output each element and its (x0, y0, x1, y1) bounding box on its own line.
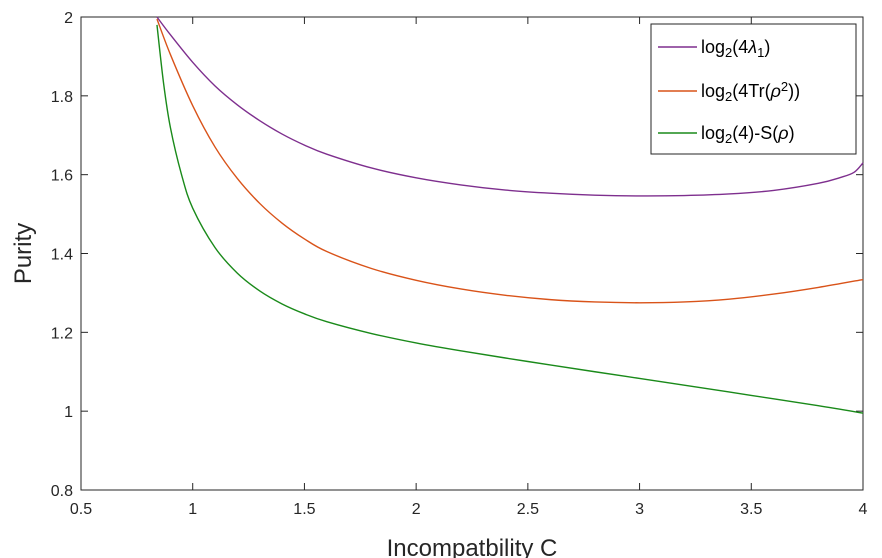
y-tick-label: 1 (64, 404, 73, 421)
legend-label-2: log2(4Tr(ρ2)) (701, 79, 800, 104)
x-tick-label: 3.5 (740, 501, 762, 518)
x-tick-label: 4 (859, 501, 868, 518)
legend: log2(4λ1) log2(4Tr(ρ2)) log2(4)-S(ρ) (650, 23, 857, 155)
y-axis-ticks: 0.8 1 1.2 1.4 1.6 1.8 2 (51, 10, 863, 500)
y-tick-label: 1.2 (51, 325, 73, 342)
x-axis-label: Incompatbility C (387, 535, 558, 558)
y-tick-label: 2 (64, 10, 73, 27)
series-line-1 (156, 16, 864, 197)
x-tick-label: 2 (412, 501, 421, 518)
x-tick-label: 0.5 (70, 501, 92, 518)
y-tick-label: 1.4 (51, 247, 73, 264)
x-tick-label: 3 (635, 501, 644, 518)
y-tick-label: 0.8 (51, 483, 73, 500)
y-tick-label: 1.8 (51, 89, 73, 106)
legend-label-3: log2(4)-S(ρ) (701, 123, 795, 146)
x-tick-label: 1.5 (293, 501, 315, 518)
x-axis-ticks: 0.5 1 1.5 2 2.5 3 3.5 4 (70, 17, 868, 518)
x-tick-label: 2.5 (517, 501, 539, 518)
y-tick-label: 1.6 (51, 168, 73, 185)
series-line-3 (156, 24, 864, 414)
series-line-2 (156, 18, 864, 304)
x-tick-label: 1 (188, 501, 197, 518)
series-lines (156, 16, 864, 414)
legend-label-1: log2(4λ1) (701, 37, 770, 60)
y-axis-label: Purity (10, 223, 37, 284)
